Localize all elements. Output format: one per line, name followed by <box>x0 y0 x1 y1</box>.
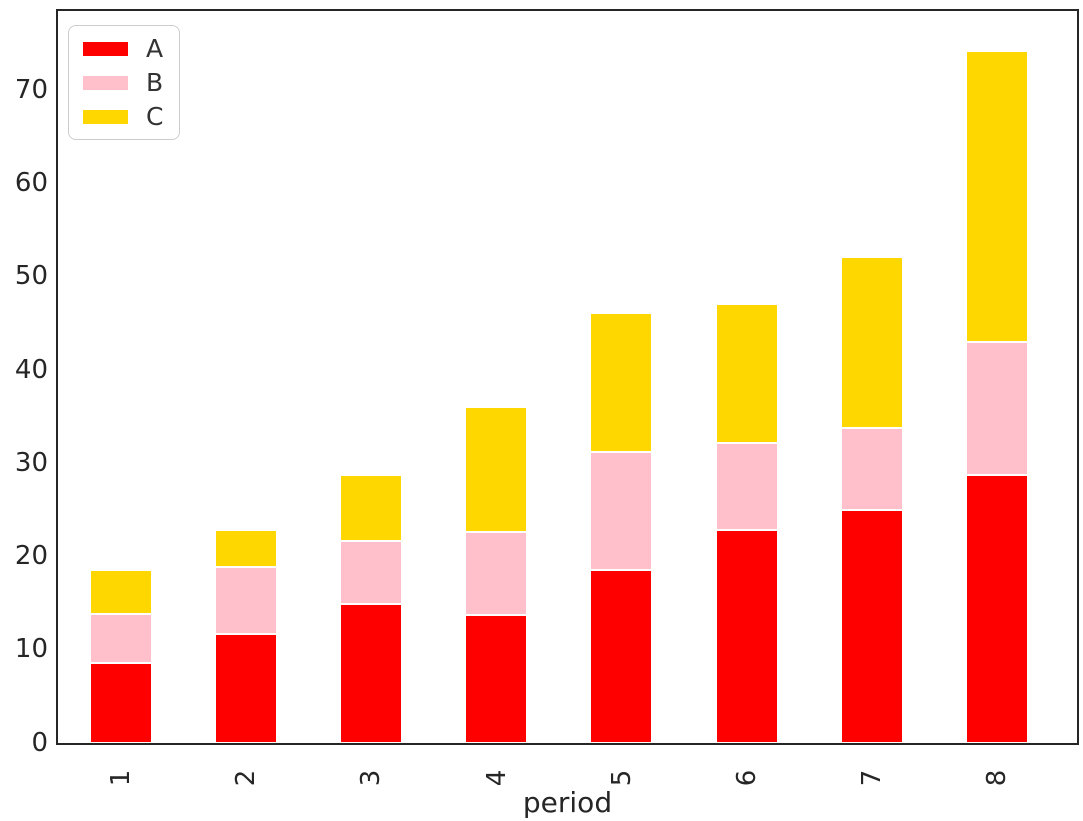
legend-swatch-a <box>83 41 128 56</box>
legend-item-a: A <box>83 35 163 62</box>
bar-segment-a-period-5 <box>590 569 653 743</box>
bar-segment-c-period-1 <box>89 569 152 615</box>
x-axis-title: period <box>522 786 613 819</box>
y-tick-50: 50 <box>14 261 48 292</box>
bar-segment-c-period-8 <box>965 51 1028 343</box>
bar-segment-a-period-4 <box>465 615 528 743</box>
bar-segment-b-period-8 <box>965 342 1028 476</box>
bar-segment-b-period-3 <box>339 540 402 605</box>
bar-segment-b-period-7 <box>840 427 903 510</box>
bar-segment-a-period-1 <box>89 662 152 743</box>
bar-segment-b-period-6 <box>715 442 778 531</box>
bar-segment-b-period-4 <box>465 532 528 616</box>
legend-label-b: B <box>146 68 164 97</box>
bar-segment-c-period-3 <box>339 475 402 541</box>
bar-segment-c-period-4 <box>465 407 528 533</box>
legend-swatch-b <box>83 75 128 90</box>
y-tick-10: 10 <box>14 634 48 665</box>
y-tick-0: 0 <box>31 727 48 758</box>
y-tick-30: 30 <box>14 447 48 478</box>
y-tick-20: 20 <box>14 541 48 572</box>
bar-segment-c-period-5 <box>590 313 653 453</box>
bar-segment-a-period-8 <box>965 475 1028 743</box>
legend-label-a: A <box>146 34 164 63</box>
plot-area <box>56 9 1079 745</box>
bar-segment-b-period-2 <box>214 566 277 634</box>
legend-label-c: C <box>146 102 164 131</box>
bar-segment-c-period-2 <box>214 530 277 567</box>
bar-segment-b-period-1 <box>89 614 152 663</box>
bar-segment-a-period-6 <box>715 530 778 743</box>
y-tick-40: 40 <box>14 354 48 385</box>
legend-item-b: B <box>83 69 163 96</box>
bar-segment-c-period-6 <box>715 303 778 443</box>
bar-segment-a-period-3 <box>339 604 402 743</box>
bar-segment-c-period-7 <box>840 257 903 428</box>
legend-swatch-c <box>83 109 128 124</box>
y-tick-60: 60 <box>14 168 48 199</box>
y-tick-70: 70 <box>14 74 48 105</box>
bar-segment-a-period-7 <box>840 509 903 743</box>
bar-segment-b-period-5 <box>590 452 653 570</box>
bar-segment-a-period-2 <box>214 633 277 743</box>
legend-item-c: C <box>83 103 163 130</box>
